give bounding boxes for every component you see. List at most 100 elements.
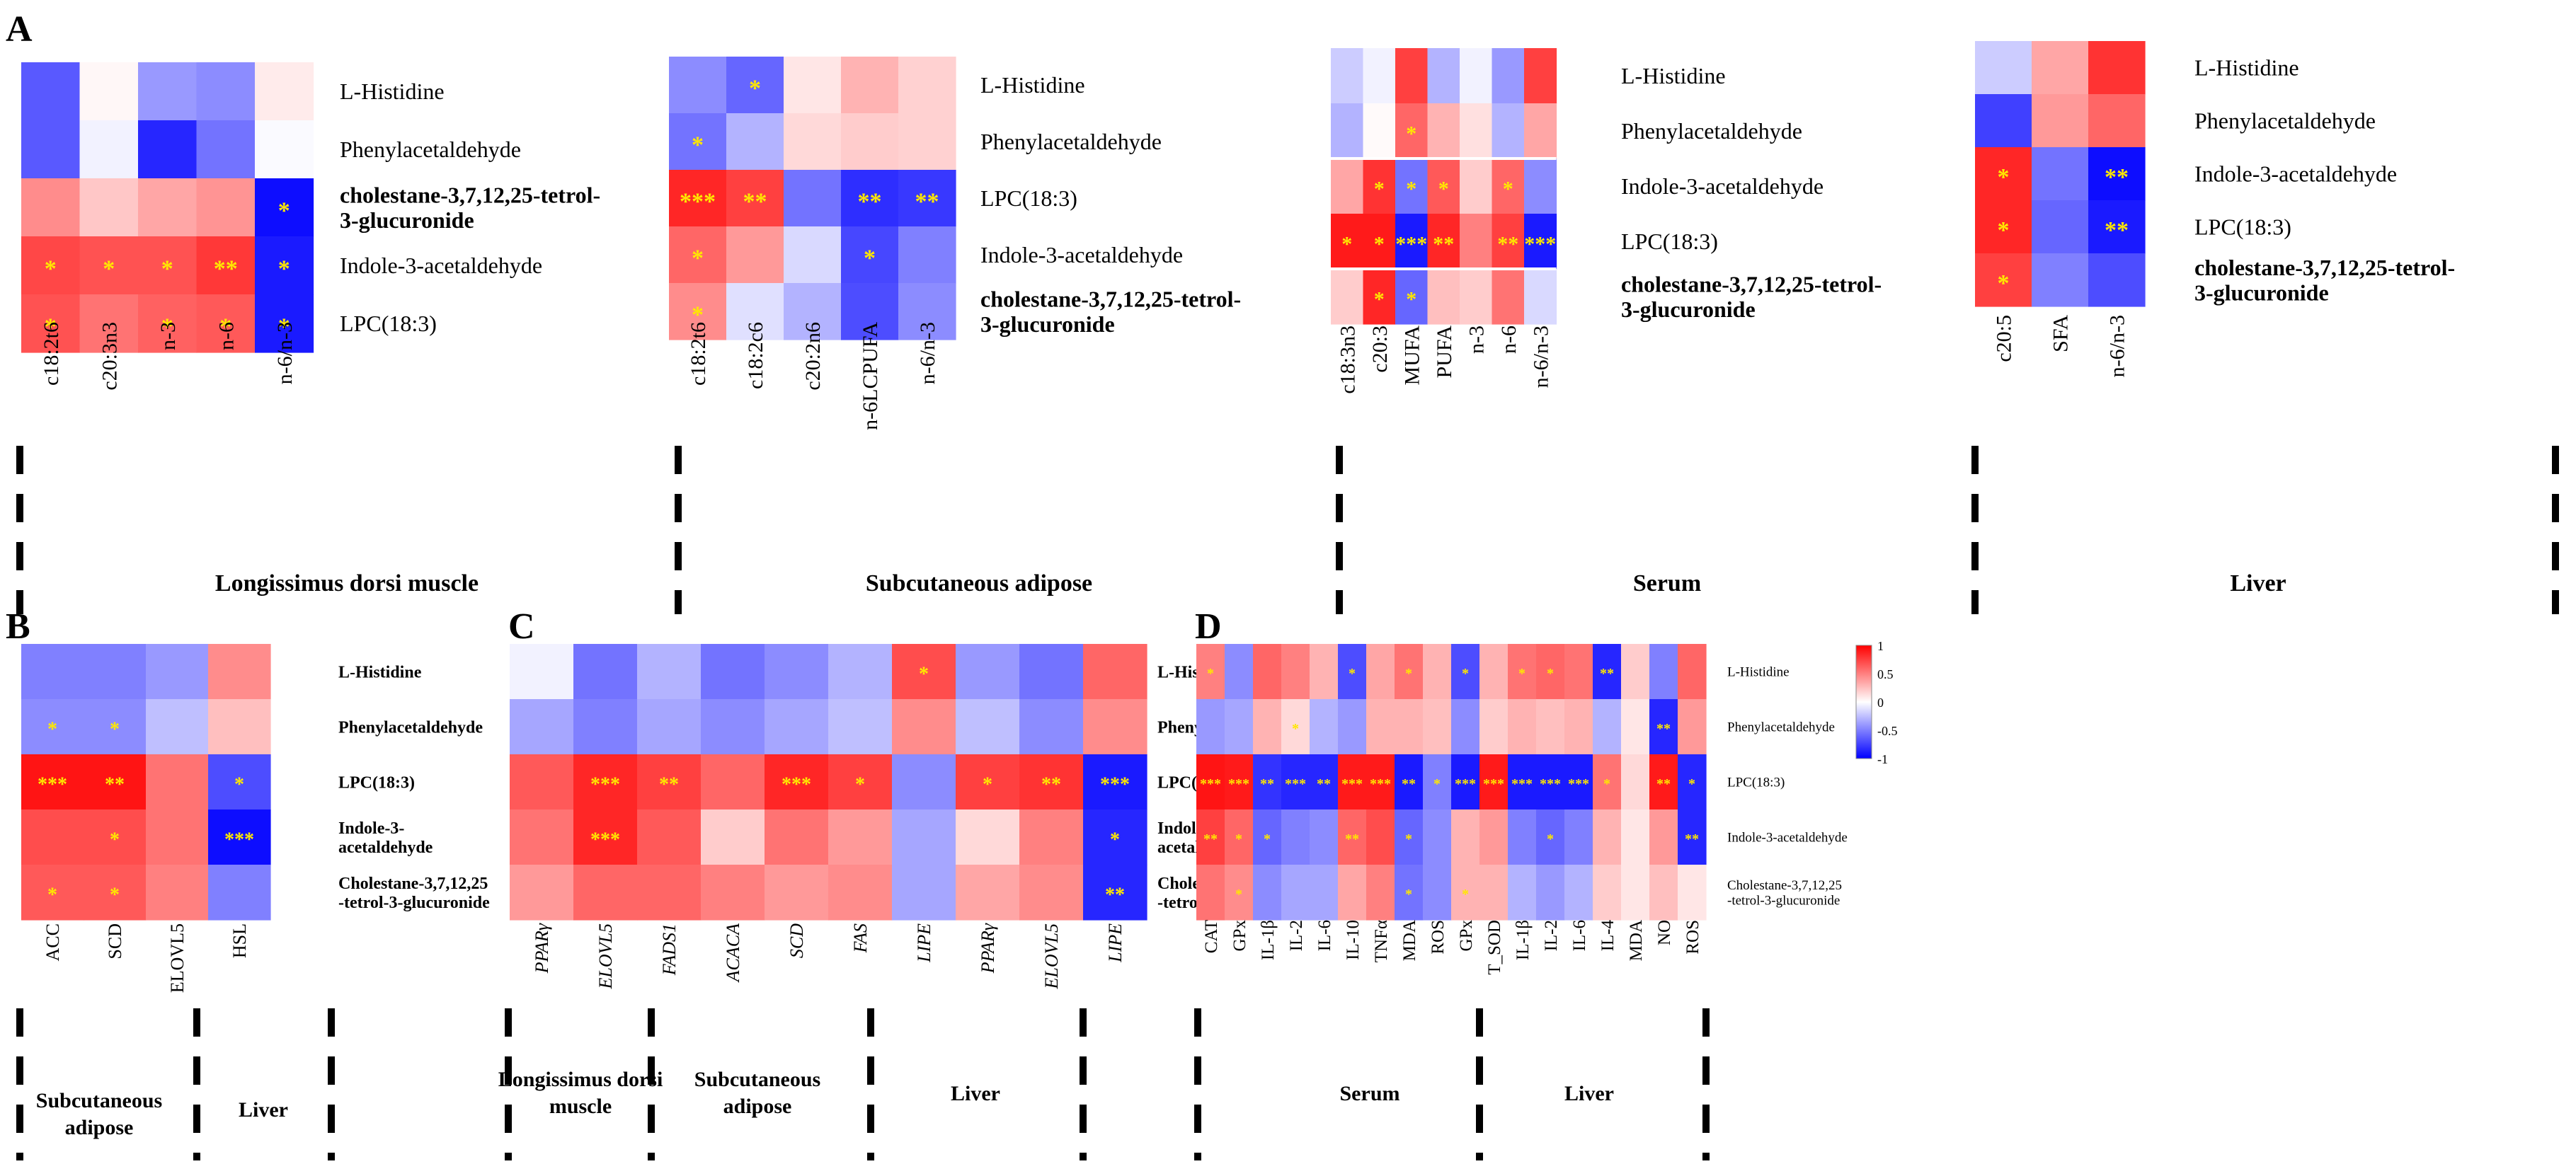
heatmap-a-subcutaneous: ***** ** ** *** **L-HistidinePhenylacetaldeh…	[669, 57, 1241, 430]
heatmap-cell	[828, 754, 893, 810]
column-label: LIPE	[914, 923, 934, 963]
heatmap-cell	[1253, 754, 1282, 810]
heatmap-cell	[196, 62, 256, 121]
heatmap-cell	[1536, 644, 1565, 700]
heatmap-cell	[1524, 48, 1557, 104]
heatmap-b: * **** ** ** **** *L-HistidinePhenylacetaldeh…	[21, 644, 490, 993]
heatmap-cell	[1196, 644, 1225, 700]
heatmap-cell	[1395, 699, 1424, 755]
row-label: Phenylacetaldehyde	[338, 718, 483, 737]
heatmap-cell	[1678, 754, 1707, 810]
significance-mark: *	[1349, 666, 1356, 681]
column-label: ELOVL5	[167, 923, 188, 993]
significance-mark: *	[1374, 178, 1385, 201]
column-label: IL-1β	[1259, 920, 1278, 960]
significance-mark: *	[749, 75, 761, 101]
heatmap-cell	[146, 699, 209, 755]
heatmap-cell	[1451, 754, 1480, 810]
colorbar-tick-label: -0.5	[1877, 724, 1898, 738]
column-label: MDA	[1627, 920, 1646, 961]
significance-mark: *	[278, 197, 290, 224]
significance-mark: *	[278, 313, 290, 340]
significance-mark: ***	[590, 774, 620, 796]
significance-mark: ***	[1540, 776, 1561, 792]
heatmap-cell	[208, 809, 271, 865]
heatmap-cell	[1331, 159, 1364, 214]
row-label: LPC(18:3)	[1621, 229, 1718, 254]
heatmap-cell	[828, 699, 893, 755]
significance-mark: *	[864, 245, 876, 271]
significance-mark: **	[1497, 233, 1518, 256]
heatmap-cell	[84, 809, 147, 865]
column-label: IL-10	[1344, 920, 1363, 960]
heatmap-cell	[21, 294, 81, 353]
significance-mark: **	[659, 774, 679, 796]
significance-mark: **	[1600, 666, 1614, 681]
colorbar: 1 0.5 0 -0.5 -1	[1855, 639, 1898, 766]
heatmap-cell	[1366, 809, 1395, 865]
colorbar-tick-label: 0	[1877, 696, 1884, 710]
heatmap-cell	[1649, 865, 1678, 921]
row-label: cholestane-3,7,12,25-tetrol-3-glucuronid…	[980, 286, 1241, 337]
heatmap-cell	[1019, 754, 1084, 810]
significance-mark: *	[1406, 178, 1416, 201]
row-label: Cholestane-3,7,12,25-tetrol-3-glucuronid…	[338, 875, 490, 912]
significance-mark: **	[2105, 217, 2129, 243]
column-label: IL-6	[1570, 920, 1589, 951]
heatmap-cell	[892, 699, 956, 755]
heatmap-c: **********************L-HistidinePhenyla…	[510, 644, 1309, 989]
significance-mark: *	[1405, 887, 1412, 902]
heatmap-cell	[701, 809, 765, 865]
column-label: c18:3n3	[1336, 325, 1359, 394]
significance-mark: **	[1656, 721, 1671, 737]
significance-mark: *	[1235, 887, 1242, 902]
heatmap-cell	[1536, 699, 1565, 755]
heatmap-cell	[1019, 699, 1084, 755]
heatmap-cell	[1281, 644, 1310, 700]
heatmap-cell	[1508, 699, 1537, 755]
significance-mark: **	[1402, 776, 1416, 792]
heatmap-cell	[1395, 103, 1429, 159]
section-label-b-liver: Liver	[239, 1098, 288, 1122]
heatmap-cell	[637, 809, 702, 865]
colorbar-tick-label: -1	[1877, 752, 1888, 766]
heatmap-cell	[79, 236, 139, 295]
heatmap-cell	[2088, 147, 2146, 201]
section-label-c-longissimus: Longissimus dorsi muscle	[498, 1068, 663, 1118]
column-label: SCD	[105, 923, 125, 960]
row-label: cholestane-3,7,12,25-tetrol-3-glucuronid…	[2194, 255, 2455, 306]
heatmap-cell	[1395, 269, 1429, 325]
column-label: FADS1	[659, 923, 680, 976]
significance-mark: *	[1998, 270, 2010, 296]
row-label: L-Histidine	[1621, 63, 1726, 88]
heatmap-cell	[1366, 699, 1395, 755]
section-dividers	[16, 446, 2559, 1160]
heatmap-cell	[21, 699, 84, 755]
column-label: n-6/n-3	[916, 322, 939, 384]
column-label: NO	[1655, 920, 1674, 945]
heatmap-cell	[1460, 214, 1493, 270]
row-label: Indole-3-acetaldehyde	[1621, 173, 1824, 199]
column-label: SFA	[2049, 315, 2073, 352]
heatmap-cell	[765, 754, 829, 810]
heatmap-cell	[1225, 865, 1254, 921]
significance-mark: *	[1406, 122, 1416, 146]
heatmap-cell	[208, 754, 271, 810]
significance-mark: *	[1406, 288, 1416, 311]
heatmap-cell	[21, 236, 81, 295]
heatmap-cell	[1281, 865, 1310, 921]
column-label: n-6/n-3	[273, 322, 297, 384]
column-label: ROS	[1683, 920, 1702, 955]
heatmap-cell	[1395, 48, 1429, 104]
heatmap-a-serum: ** * * ** * *** ** ** **** *L-HistidinePhenylacet…	[1331, 48, 1882, 394]
heatmap-cell	[138, 120, 198, 179]
heatmap-cell	[138, 294, 198, 353]
heatmap-cell	[1019, 809, 1084, 865]
heatmap-cell	[1338, 754, 1367, 810]
heatmap-cell	[669, 283, 727, 340]
heatmap-cell	[1524, 214, 1557, 270]
significance-mark: ***	[224, 829, 254, 851]
heatmap-cell	[892, 644, 956, 700]
significance-mark: *	[103, 255, 115, 282]
heatmap-cell	[1621, 809, 1650, 865]
